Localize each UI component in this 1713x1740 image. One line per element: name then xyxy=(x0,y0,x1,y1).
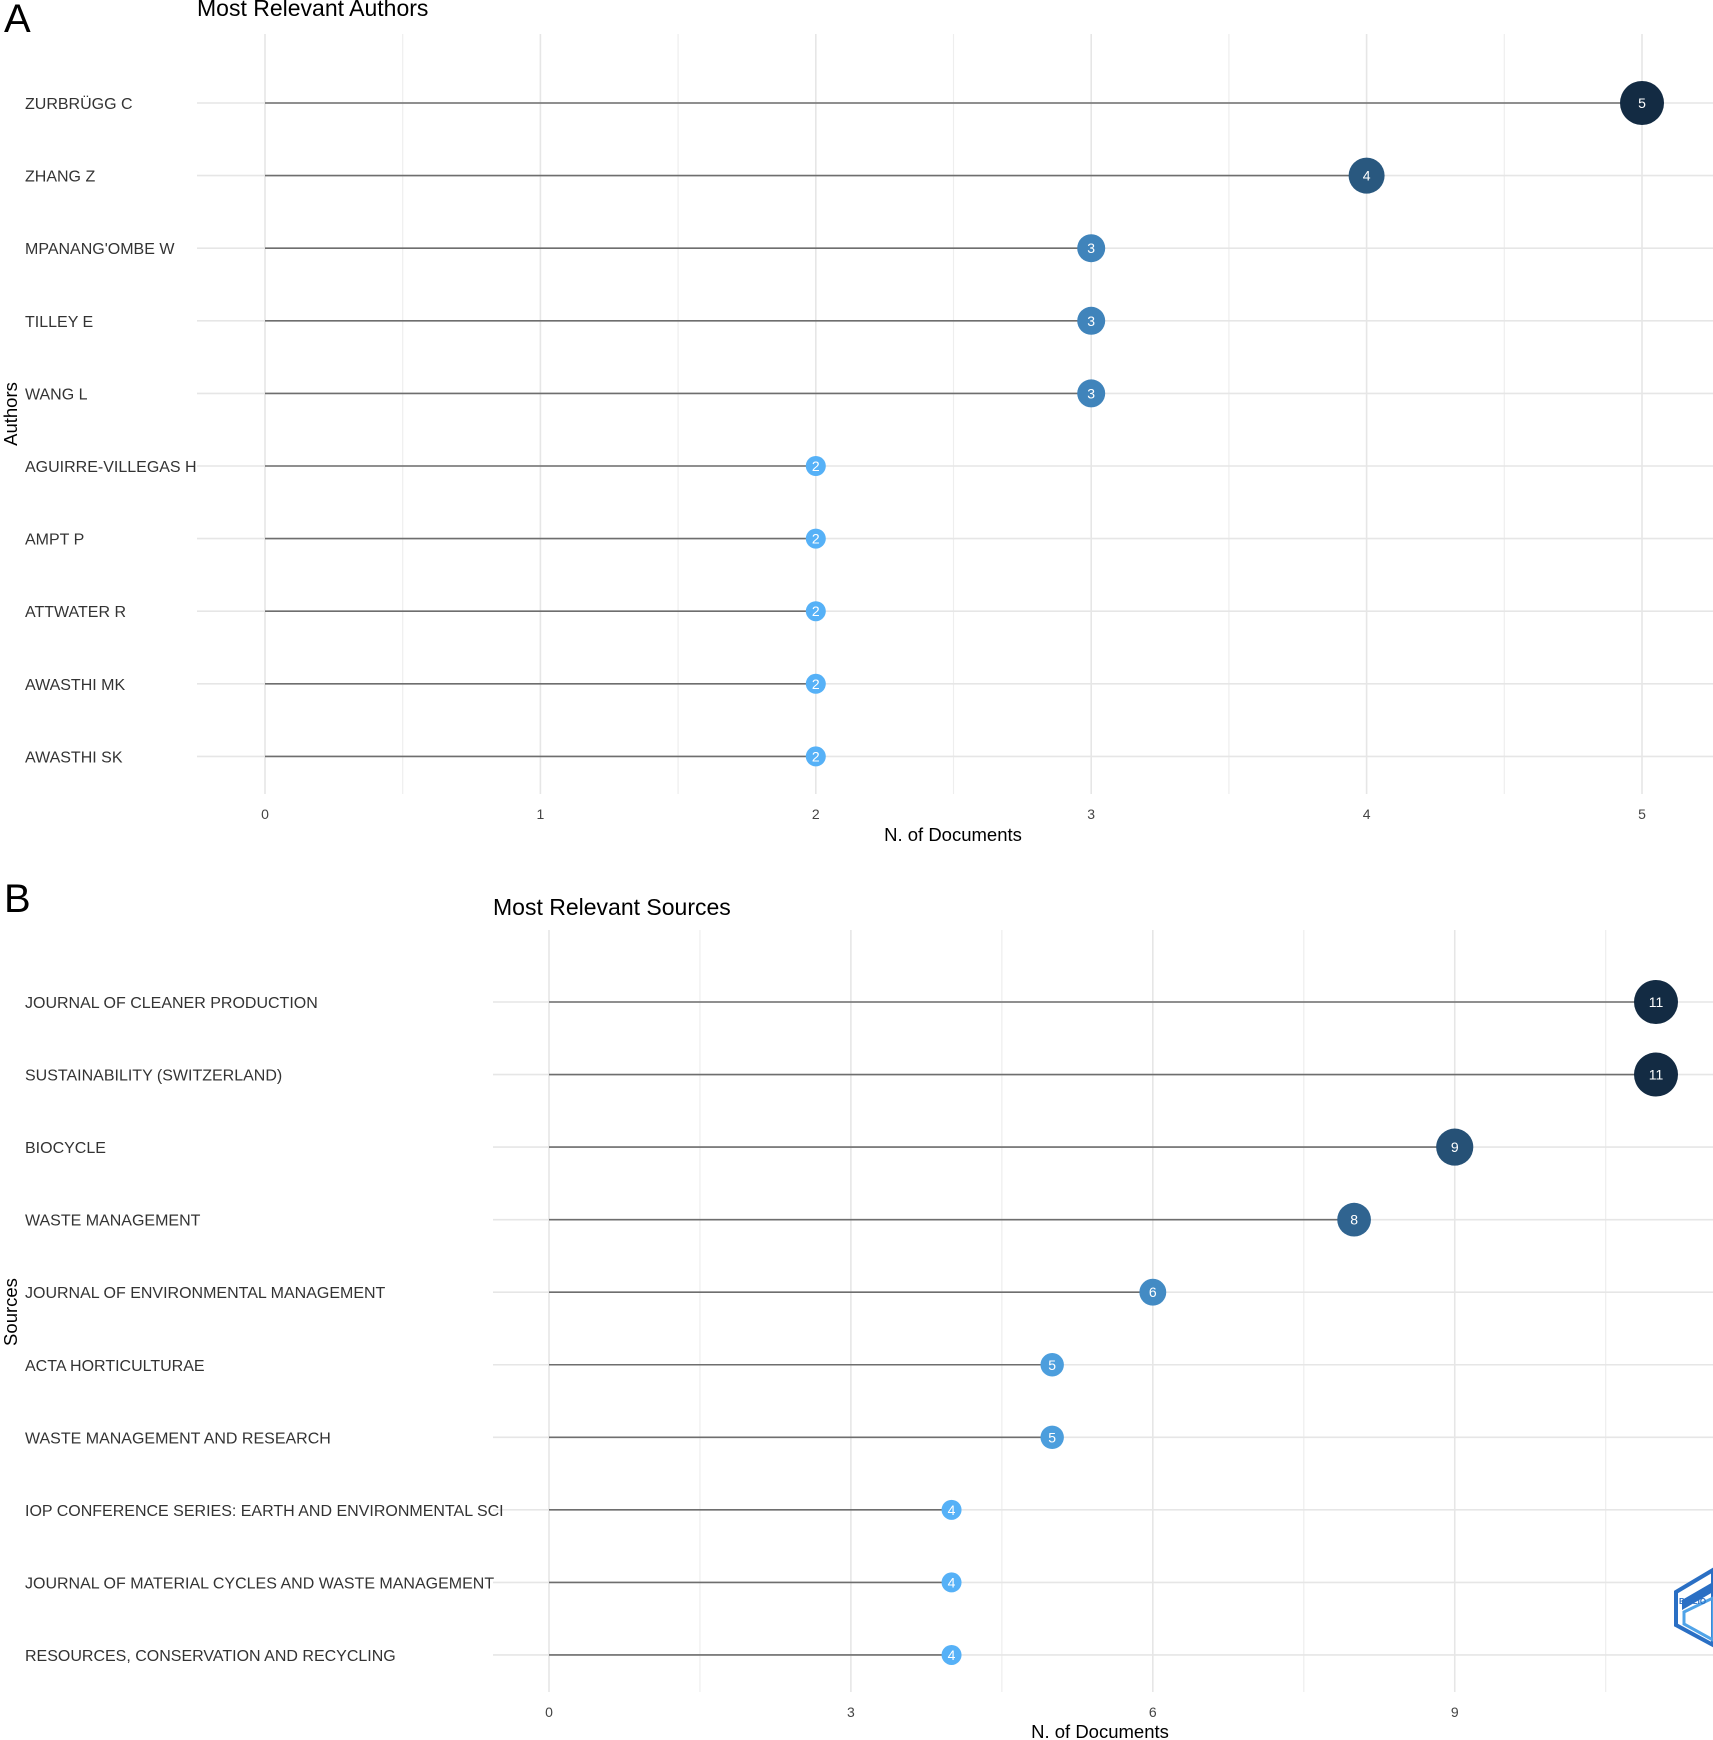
y-category-label: MPANANG'OMBE W xyxy=(25,241,175,258)
y-category-label: WASTE MANAGEMENT AND RESEARCH xyxy=(25,1430,331,1447)
marks-b: JOURNAL OF CLEANER PRODUCTION 11 SUSTAINAB… xyxy=(25,980,1678,1665)
panel-label-a: A xyxy=(4,0,31,41)
lollipop-point xyxy=(1077,379,1106,408)
data-label: 3 xyxy=(1087,385,1095,401)
panel-b: B Most Relevant Sources 0 3 6 9 JOURNAL OF … xyxy=(0,877,1713,1740)
y-category-label: WASTE MANAGEMENT xyxy=(25,1213,201,1230)
y-category-label: WANG L xyxy=(25,386,88,403)
y-category-label: JOURNAL OF ENVIRONMENTAL MANAGEMENT xyxy=(25,1285,386,1302)
y-category-label: IOP CONFERENCE SERIES: EARTH AND ENVIRON… xyxy=(25,1503,504,1520)
data-label: 4 xyxy=(1363,168,1371,184)
data-label: 4 xyxy=(948,1647,956,1663)
chart-title-a: Most Relevant Authors xyxy=(197,0,428,21)
x-tick-label: 3 xyxy=(847,1704,855,1720)
x-tick-label: 0 xyxy=(545,1704,553,1720)
y-category-label: JOURNAL OF MATERIAL CYCLES AND WASTE MAN… xyxy=(25,1575,494,1592)
x-axis-title-b: N. of Documents xyxy=(1031,1721,1169,1740)
data-label: 2 xyxy=(812,603,820,619)
lollipop-point xyxy=(1139,1278,1167,1306)
y-category-label: ZURBRÜGG C xyxy=(25,95,133,113)
x-tick-label: 0 xyxy=(261,806,269,822)
x-axis-title-a: N. of Documents xyxy=(884,824,1022,845)
lollipop-point xyxy=(1077,234,1106,263)
lollipop-point xyxy=(1077,306,1106,335)
x-tick-label: 4 xyxy=(1363,806,1371,822)
chart-title-b: Most Relevant Sources xyxy=(493,894,731,920)
lollipop-point xyxy=(805,456,826,476)
data-label: 2 xyxy=(812,458,820,474)
data-label: 3 xyxy=(1087,240,1095,256)
panel-a: A Most Relevant Authors 0 1 2 3 4 5 ZURBRÜGG … xyxy=(0,0,1713,845)
lollipop-point xyxy=(805,528,826,549)
data-label: 2 xyxy=(812,748,820,764)
y-category-label: SUSTAINABILITY (SWITZERLAND) xyxy=(25,1068,282,1085)
y-category-label: AMPT P xyxy=(25,532,84,549)
y-category-label: ATTWATER R xyxy=(25,604,126,621)
data-label: 5 xyxy=(1048,1429,1056,1445)
marks-a: ZURBRÜGG C 5 ZHANG Z 4 MPANANG'OMBE W 3 TILLEY… xyxy=(25,81,1664,767)
lollipop-point xyxy=(1634,980,1678,1024)
y-category-label: TILLEY E xyxy=(25,314,93,331)
data-label: 4 xyxy=(948,1502,956,1518)
x-tick-label: 5 xyxy=(1638,806,1646,822)
data-label: 5 xyxy=(1048,1357,1056,1373)
data-label: 3 xyxy=(1087,313,1095,329)
x-tick-label: 2 xyxy=(812,806,820,822)
data-label: 11 xyxy=(1649,994,1664,1010)
data-label: 2 xyxy=(812,676,820,692)
data-label: 9 xyxy=(1451,1139,1459,1155)
data-label: 5 xyxy=(1638,95,1646,111)
lollipop-point xyxy=(805,601,826,622)
y-category-label: ACTA HORTICULTURAE xyxy=(25,1358,205,1375)
data-label: 2 xyxy=(812,531,820,547)
y-axis-title-b: Sources xyxy=(0,1278,21,1346)
y-axis-title-a: Authors xyxy=(0,382,21,446)
lollipop-point xyxy=(1436,1128,1474,1166)
lollipop-point xyxy=(1040,1425,1064,1450)
grid-a: 0 1 2 3 4 5 xyxy=(197,34,1713,822)
x-tick-label: 1 xyxy=(537,806,545,822)
lollipop-point xyxy=(805,673,826,694)
data-label: 4 xyxy=(948,1574,956,1590)
lollipop-point xyxy=(1620,81,1664,125)
lollipop-point xyxy=(805,746,826,767)
lollipop-point xyxy=(941,1644,962,1665)
lollipop-point xyxy=(1337,1202,1371,1237)
grid-b: 0 3 6 9 xyxy=(493,930,1713,1720)
y-category-label: AWASTHI SK xyxy=(25,749,123,766)
lollipop-point xyxy=(941,1499,962,1520)
y-category-label: JOURNAL OF CLEANER PRODUCTION xyxy=(25,995,318,1012)
lollipop-point xyxy=(1634,1052,1678,1097)
x-tick-label: 6 xyxy=(1149,1704,1157,1720)
lollipop-point xyxy=(1348,157,1385,194)
y-category-label: AGUIRRE-VILLEGAS H xyxy=(25,459,197,476)
lollipop-point xyxy=(1040,1353,1064,1377)
data-label: 8 xyxy=(1350,1212,1358,1228)
bibliometrix-logo: BIBLIO xyxy=(1674,1567,1713,1648)
y-category-label: RESOURCES, CONSERVATION AND RECYCLING xyxy=(25,1648,396,1665)
panel-label-b: B xyxy=(4,877,31,921)
y-category-label: BIOCYCLE xyxy=(25,1140,106,1157)
data-label: 6 xyxy=(1149,1284,1157,1300)
x-tick-label: 9 xyxy=(1451,1704,1459,1720)
y-category-label: ZHANG Z xyxy=(25,169,95,186)
logo-text: BIBLIO xyxy=(1679,1597,1706,1606)
y-category-label: AWASTHI MK xyxy=(25,677,125,694)
lollipop-point xyxy=(941,1572,962,1593)
x-tick-label: 3 xyxy=(1087,806,1095,822)
data-label: 11 xyxy=(1649,1067,1664,1083)
